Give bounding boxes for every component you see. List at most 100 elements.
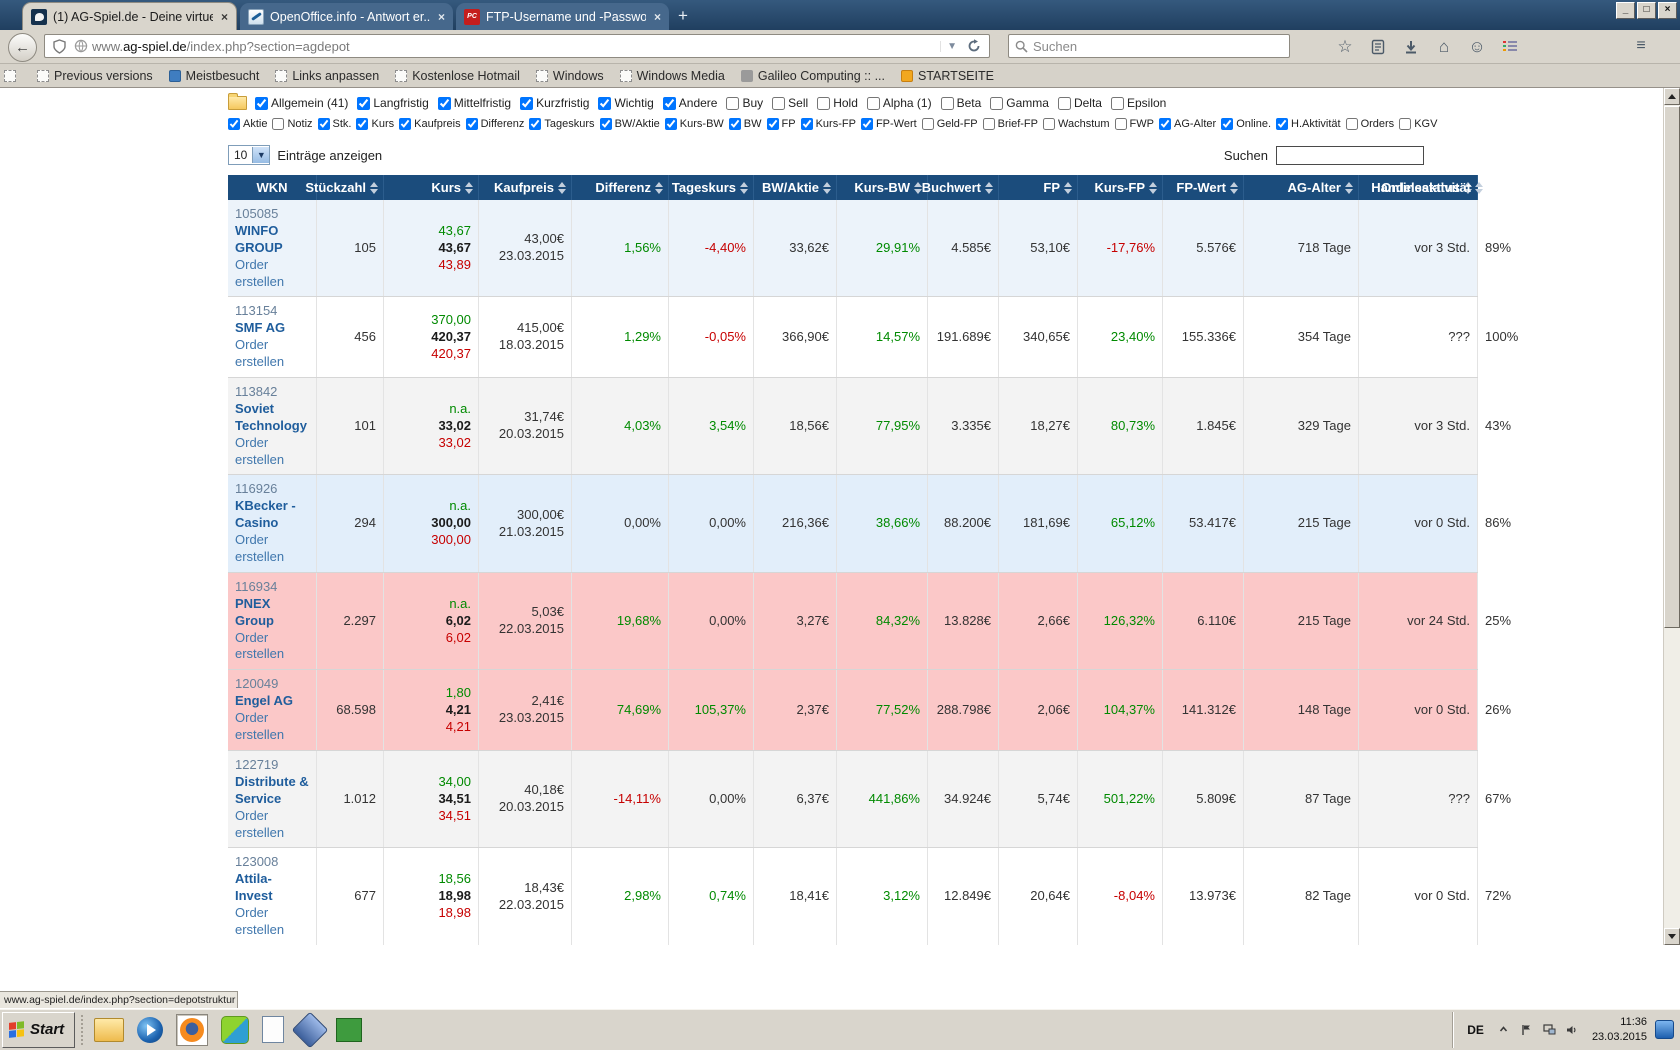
filter-checkbox[interactable]: AG-Alter [1159,118,1216,130]
order-create-link[interactable]: Order erstellen [235,532,285,565]
quicklaunch-app-icon[interactable] [221,1015,250,1044]
filter-checkbox[interactable]: Notiz [272,118,313,130]
filter-checkbox[interactable]: Mittelfristig [437,96,511,110]
checkbox-input[interactable] [817,96,831,110]
filter-checkbox[interactable]: FP [766,118,796,130]
browser-tab[interactable]: OpenOffice.info - Antwort er... × [240,3,454,30]
stock-name-link[interactable]: Attila-Invest [235,871,273,904]
site-globe-icon[interactable] [74,39,88,53]
bookmark-item[interactable]: Galileo Computing :: ... [740,69,885,83]
order-create-link[interactable]: Order erstellen [235,337,285,370]
flag-tray-icon[interactable] [1519,1022,1534,1037]
checkbox-input[interactable] [662,96,676,110]
filter-checkbox[interactable]: Geld-FP [921,118,978,130]
checkbox-input[interactable] [1221,118,1234,130]
checkbox-input[interactable] [1110,96,1124,110]
sort-icon[interactable] [558,181,566,194]
bookmark-item[interactable]: Kostenlose Hotmail [395,69,520,83]
checkbox-input[interactable] [1114,118,1127,130]
column-header[interactable]: WKN [228,175,317,200]
checkbox-input[interactable] [982,118,995,130]
column-header[interactable]: Onlinestatus [1358,175,1478,200]
checkbox-input[interactable] [866,96,880,110]
bookmark-item[interactable]: Previous versions [37,69,153,83]
start-button[interactable]: Start [2,1011,76,1048]
scrollbar-thumb[interactable] [1664,106,1680,628]
column-header[interactable]: Kurs [383,175,479,200]
filter-checkbox[interactable]: Kurs-BW [664,118,724,130]
stock-name-link[interactable]: KBecker - Casino [235,498,296,531]
url-text[interactable]: www.ag-spiel.de/index.php?section=agdepo… [92,39,940,54]
column-header[interactable]: Stückzahl [305,175,384,200]
filter-checkbox[interactable]: FWP [1114,118,1154,130]
window-button[interactable]: × [1658,2,1677,19]
downloads-icon[interactable] [1398,34,1424,60]
home-icon[interactable]: ⌂ [1438,37,1450,56]
checkbox-input[interactable] [228,118,240,130]
folder-icon[interactable] [228,93,247,110]
checkbox-input[interactable] [317,118,330,130]
filter-checkbox[interactable]: Beta [940,96,981,110]
quicklaunch-app-icon[interactable] [262,1016,285,1043]
filter-checkbox[interactable]: Brief-FP [982,118,1038,130]
checkbox-input[interactable] [1276,118,1289,130]
stock-name-link[interactable]: Distribute & Service [235,773,309,806]
window-button[interactable]: _ [1616,2,1635,19]
filter-checkbox[interactable]: Kaufpreis [399,118,461,130]
filter-checkbox[interactable]: BW/Aktie [599,118,660,130]
filter-checkbox[interactable]: H.Aktivität [1276,118,1341,130]
checkbox-input[interactable] [356,118,369,130]
order-create-link[interactable]: Order erstellen [235,256,285,289]
column-header[interactable]: Kaufpreis [478,175,572,200]
filter-checkbox[interactable]: Orders [1345,118,1394,130]
tab-close-icon[interactable]: × [438,9,446,24]
bookmark-item[interactable]: Links anpassen [275,69,379,83]
checkbox-input[interactable] [255,96,268,110]
filter-checkbox[interactable]: Epsilon [1110,96,1166,110]
checkbox-input[interactable] [664,118,677,130]
back-button[interactable]: ← [8,33,37,62]
column-header[interactable]: AG-Alter [1243,175,1359,200]
stock-name-link[interactable]: Engel AG [235,693,294,709]
filter-checkbox[interactable]: BW [728,118,762,130]
filter-checkbox[interactable]: Wichtig [598,96,654,110]
filter-checkbox[interactable]: Wachstum [1043,118,1110,130]
stock-name-link[interactable]: SMF AG [235,320,286,336]
sort-icon[interactable] [823,181,831,194]
sort-icon[interactable] [1345,181,1353,194]
tray-app-icon[interactable] [1655,1020,1674,1039]
sort-icon[interactable] [1149,181,1157,194]
checkbox-input[interactable] [1399,118,1412,130]
stock-name-link[interactable]: PNEX Group [235,595,274,628]
scroll-up-icon[interactable] [1664,88,1680,105]
order-create-link[interactable]: Order erstellen [235,710,285,743]
reload-icon[interactable] [963,39,985,53]
page-size-select[interactable]: 10 ▼ [228,145,271,165]
filter-checkbox[interactable]: Langfristig [357,96,429,110]
chevron-down-icon[interactable]: ▼ [252,147,270,163]
checkbox-input[interactable] [921,118,934,130]
column-header[interactable]: Kurs-FP [1077,175,1163,200]
stock-name-link[interactable]: WINFO GROUP [235,222,283,255]
checkbox-input[interactable] [726,96,740,110]
filter-checkbox[interactable]: Kurs-FP [800,118,856,130]
order-create-link[interactable]: Order erstellen [235,434,285,467]
filter-checkbox[interactable]: Tageskurs [529,118,595,130]
sort-icon[interactable] [370,181,378,194]
column-header[interactable]: Tageskurs [668,175,754,200]
sort-icon[interactable] [914,181,922,194]
bookmark-item[interactable]: Windows Media [619,69,725,83]
filter-checkbox[interactable]: Hold [817,96,858,110]
checkbox-input[interactable] [766,118,779,130]
order-create-link[interactable]: Order erstellen [235,905,285,937]
column-header[interactable]: Kurs-BW [836,175,928,200]
language-indicator[interactable]: DE [1467,1022,1484,1037]
checkbox-input[interactable] [1057,96,1071,110]
bookmark-item[interactable]: STARTSEITE [901,69,994,83]
volume-icon[interactable] [1565,1022,1580,1037]
colored-list-icon[interactable] [1497,34,1523,60]
browser-tab[interactable]: (1) AG-Spiel.de - Deine virtuel... × [22,2,238,30]
column-header[interactable]: FP [998,175,1078,200]
shield-icon[interactable] [53,38,66,54]
stock-name-link[interactable]: Soviet Technology [235,400,307,433]
